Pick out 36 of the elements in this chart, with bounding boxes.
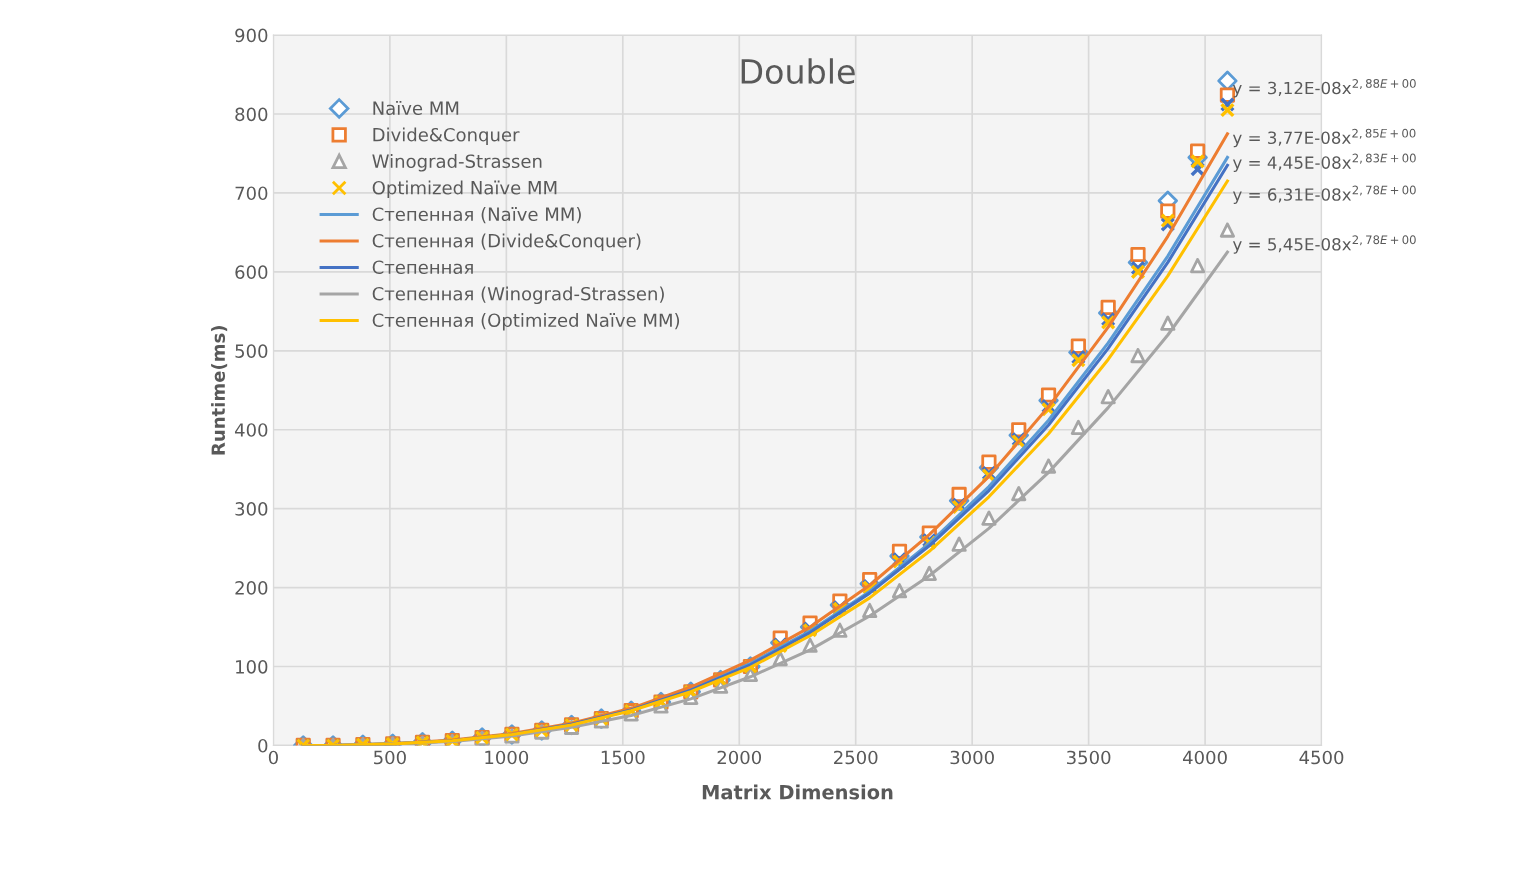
y-axis-title: Runtime(ms) [211, 326, 228, 455]
x-tick-label: 1000 [485, 750, 529, 765]
legend-label: Степенная (Optimized Naïve MM) [372, 313, 680, 331]
y-tick-label: 600 [235, 265, 268, 279]
x-tick-label: 4500 [1299, 750, 1344, 765]
x-tick-label: 4000 [1182, 750, 1227, 765]
x-tick-label: 2000 [717, 750, 762, 765]
x-tick-label: 2500 [834, 750, 878, 765]
y-tick-label: 300 [235, 502, 268, 516]
y-tick-label: 0 [258, 738, 268, 753]
legend-label: Winograd-Strassen [372, 154, 542, 172]
x-tick-label: 3500 [1067, 750, 1111, 765]
x-tick-label: 1500 [601, 750, 645, 765]
y-tick-label: 800 [235, 107, 268, 122]
y-tick-label: 100 [236, 659, 268, 674]
annotation: y = 4,45E-08x$^{2,83E+00}$ [1232, 153, 1416, 173]
legend-label: Naïve MM [373, 101, 459, 116]
legend-label: Степенная (Winograd-Strassen) [372, 286, 664, 305]
legend-label: Степенная (Naïve MM) [372, 207, 581, 224]
x-tick-label: 3000 [950, 750, 994, 765]
x-tick-label: 500 [374, 750, 406, 765]
y-tick-label: 500 [235, 344, 268, 358]
annotation: y = 5,45E-08x$^{2,78E+00}$ [1232, 235, 1416, 254]
annotation: y = 6,31E-08x$^{2,78E+00}$ [1232, 185, 1416, 205]
legend-label: Степенная [372, 260, 473, 275]
y-tick-label: 700 [235, 186, 268, 201]
y-tick-label: 400 [234, 423, 268, 437]
x-axis-title: Matrix Dimension [702, 784, 893, 800]
legend-label: Divide&Conquer [373, 127, 520, 146]
legend-label: Степенная (Divide&Conquer) [372, 233, 641, 252]
legend-label: Optimized Naïve MM [372, 180, 557, 199]
y-tick-label: 200 [235, 581, 268, 595]
x-tick-label: 0 [268, 750, 278, 765]
y-tick-label: 900 [235, 28, 268, 43]
annotation: y = 3,77E-08x$^{2,85E+00}$ [1232, 128, 1416, 148]
text: Double [741, 58, 855, 85]
